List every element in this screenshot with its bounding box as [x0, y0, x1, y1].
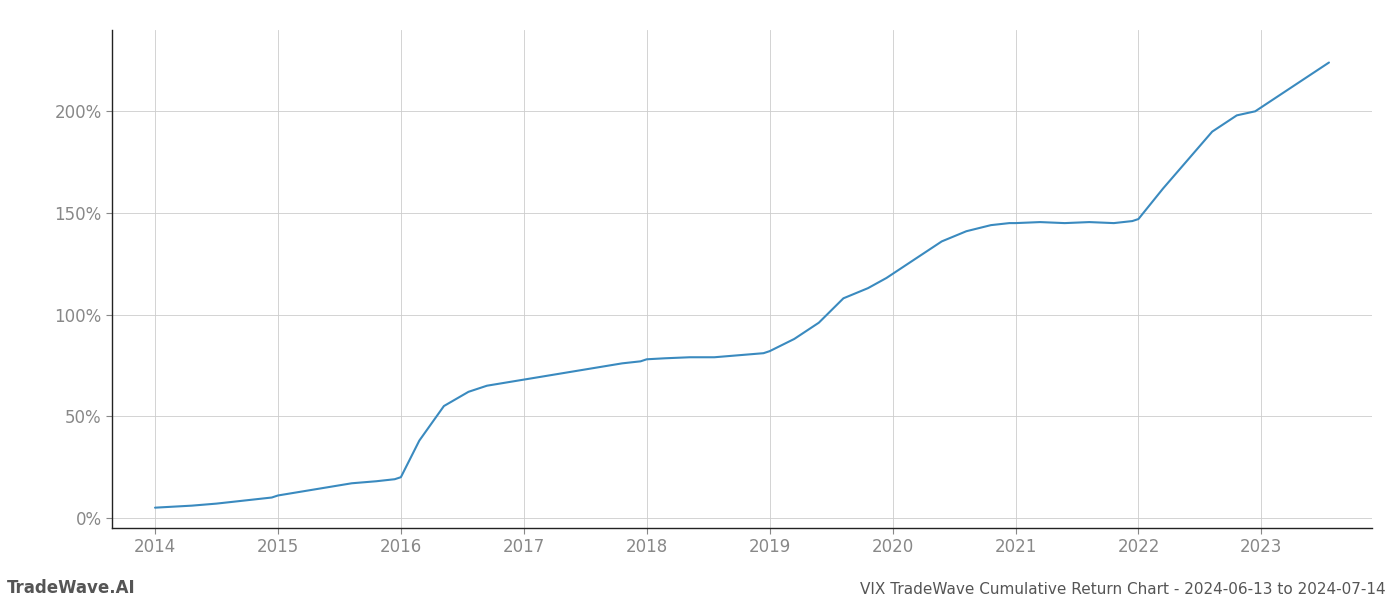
Text: VIX TradeWave Cumulative Return Chart - 2024-06-13 to 2024-07-14: VIX TradeWave Cumulative Return Chart - …	[861, 582, 1386, 597]
Text: TradeWave.AI: TradeWave.AI	[7, 579, 136, 597]
